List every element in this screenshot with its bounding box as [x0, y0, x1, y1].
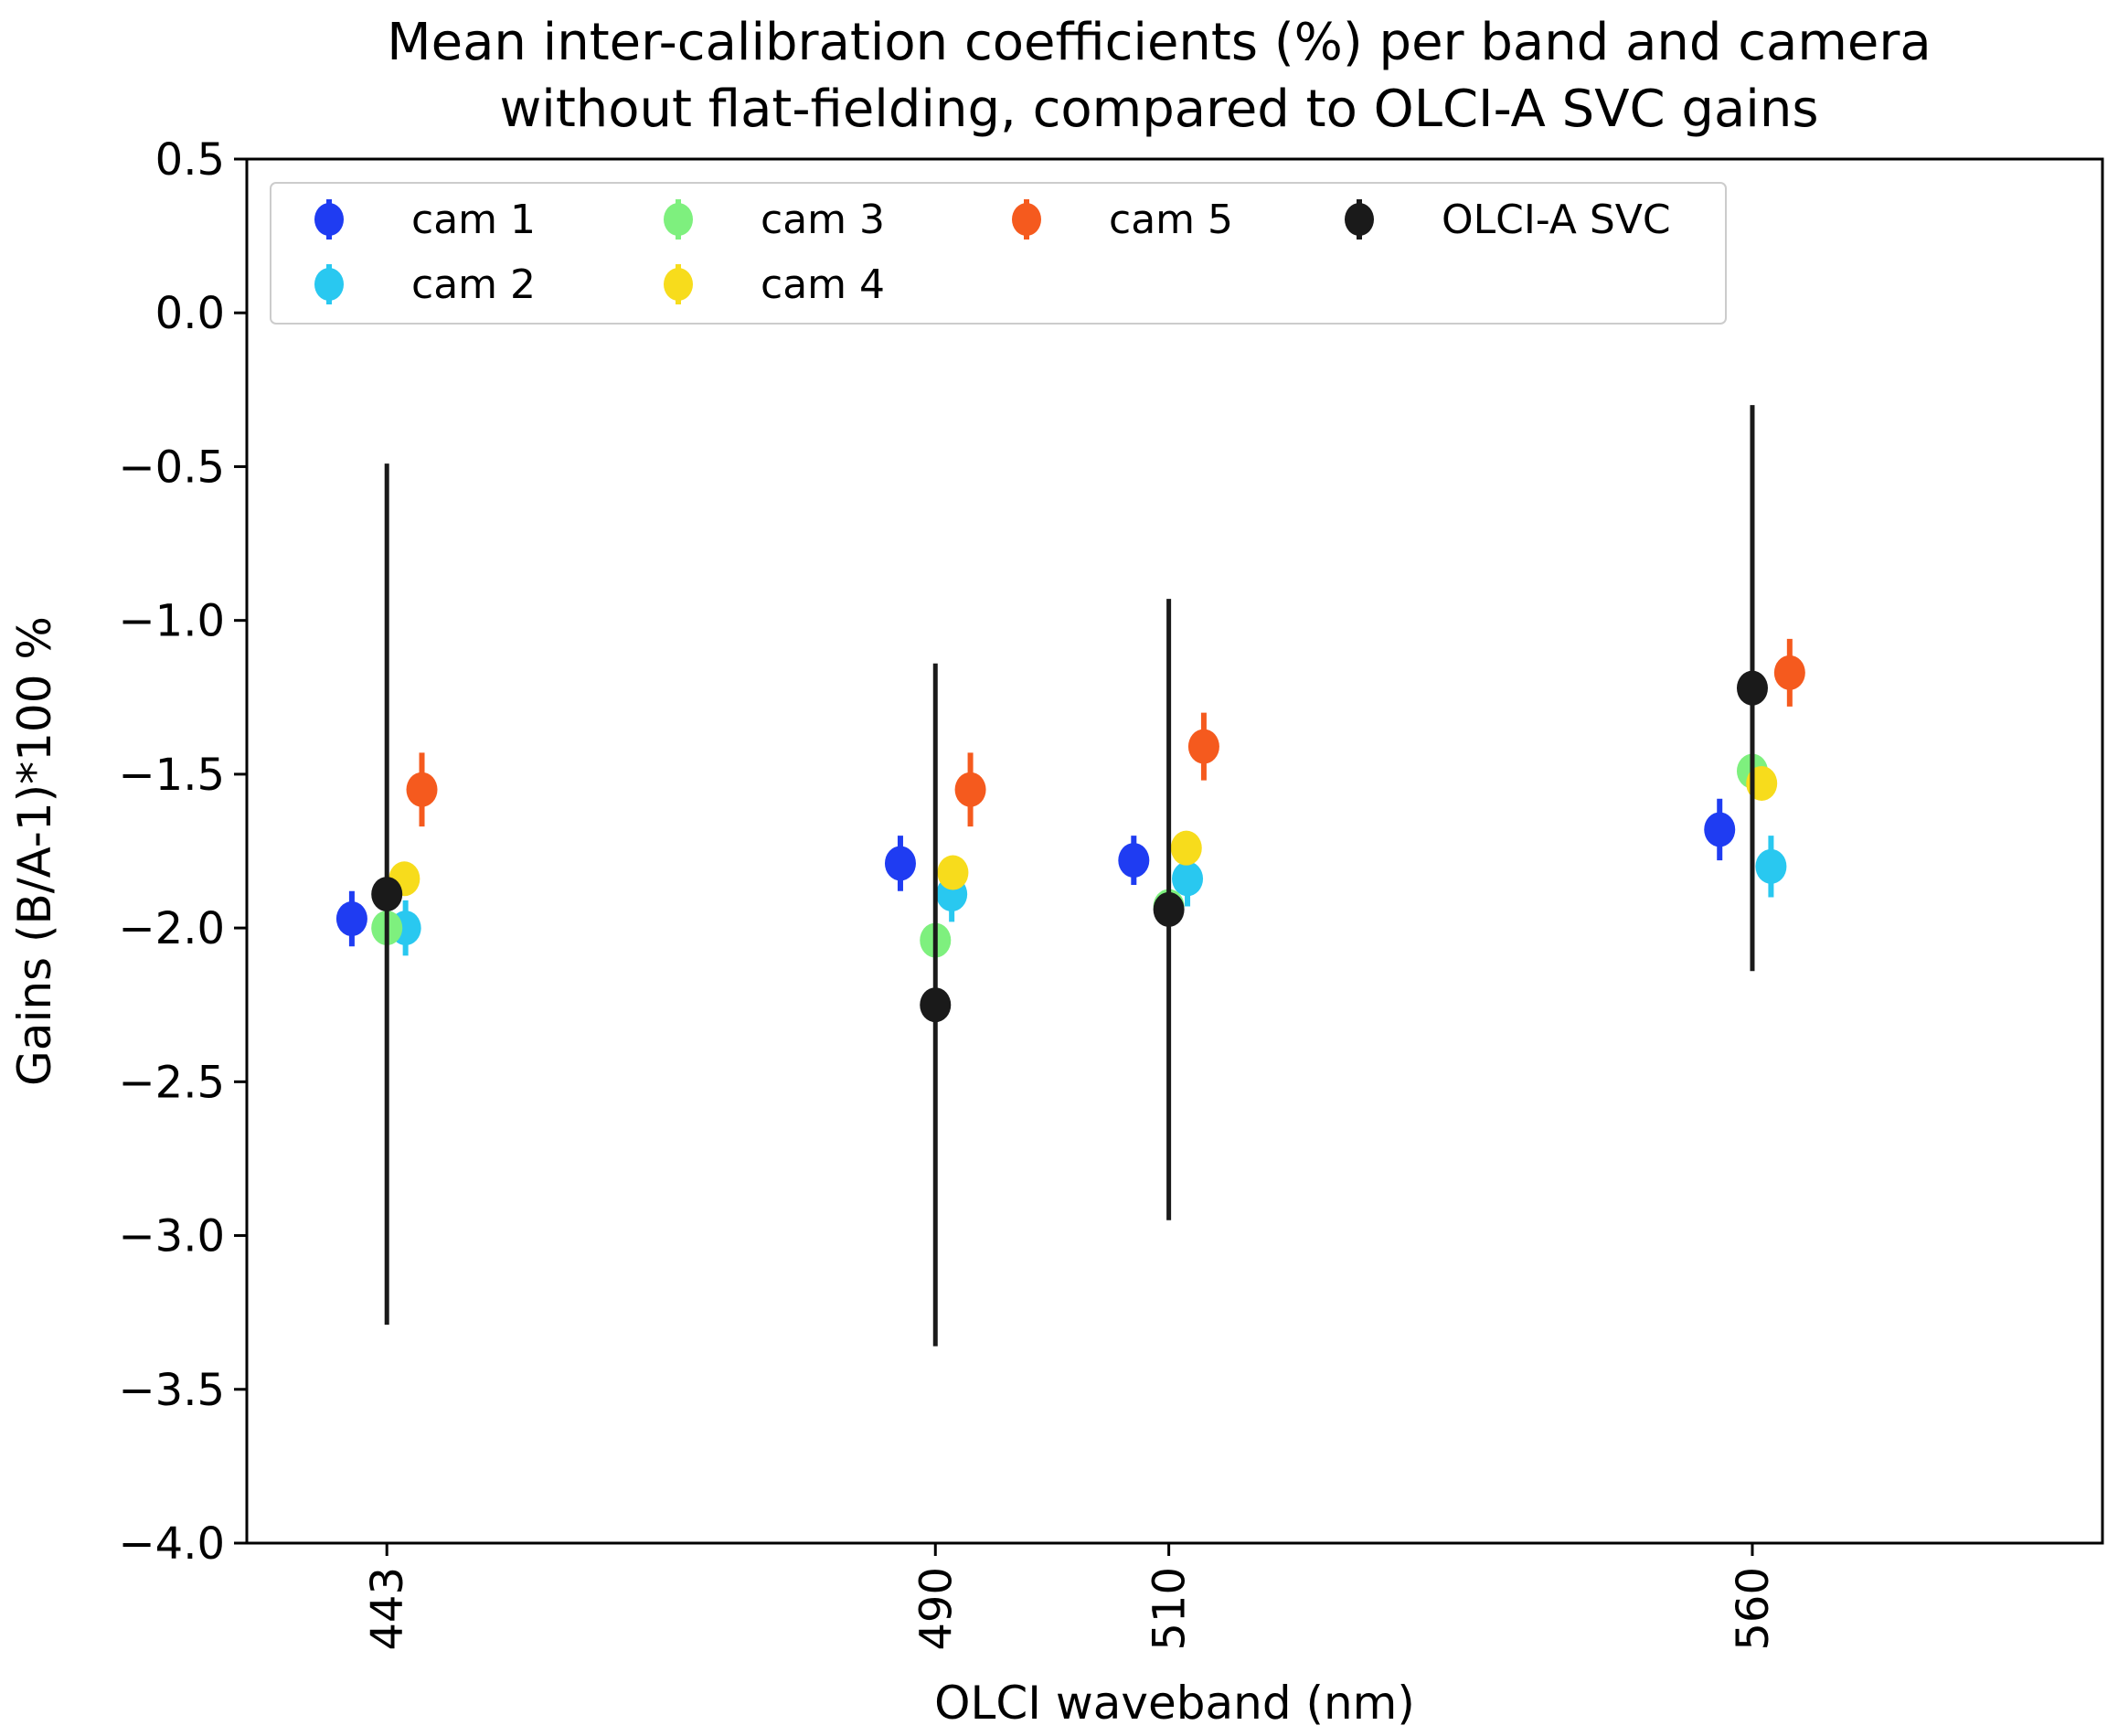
y-tick-label: −2.0 [118, 903, 225, 954]
x-tick-label: 443 [362, 1567, 413, 1651]
data-point [937, 855, 969, 890]
y-axis-label: Gains (B/A-1)*100 % [8, 616, 61, 1086]
legend-label: cam 4 [761, 261, 885, 308]
legend-label: cam 2 [411, 261, 536, 308]
x-axis: 443 490 510 560 [362, 1543, 1779, 1651]
x-axis-label: OLCI waveband (nm) [934, 1677, 1415, 1730]
data-point [1704, 812, 1736, 847]
chart-title: Mean inter-calibration coefficients (%) … [387, 13, 1931, 139]
y-tick-label: −1.0 [118, 596, 225, 647]
data-point [1736, 670, 1768, 706]
data-point [335, 901, 367, 937]
legend: cam 1 cam 2 cam 3 cam 4 cam 5 OLCI-A SVC [270, 182, 1727, 325]
x-tick-label: 490 [910, 1567, 962, 1651]
legend-marker [314, 203, 344, 236]
legend-label: cam 1 [411, 197, 536, 243]
data-point [1773, 655, 1805, 690]
y-axis: 0.5 0.0 −0.5 −1.0 −1.5 −2.0 −2.5 −3.0 −3.5 −4.0 [118, 134, 247, 1570]
y-tick-label: 0.5 [155, 134, 225, 186]
series-olci-a-svc [371, 405, 1768, 1347]
legend-marker [664, 203, 693, 236]
legend-label: OLCI-A SVC [1442, 197, 1671, 243]
legend-label: cam 5 [1109, 197, 1233, 243]
series-cam-4 [388, 765, 1778, 897]
data-point [884, 846, 916, 881]
data-series [335, 405, 1805, 1347]
x-tick-label: 560 [1728, 1567, 1779, 1651]
series-cam-5 [406, 638, 1805, 827]
chart-title-line-1: Mean inter-calibration coefficients (%) … [387, 13, 1931, 72]
x-tick-label: 510 [1144, 1567, 1196, 1651]
y-tick-label: −4.0 [118, 1518, 225, 1570]
y-tick-label: 0.0 [155, 288, 225, 339]
series-cam-2 [389, 836, 1787, 956]
data-point [1170, 830, 1202, 866]
data-point [1172, 861, 1204, 897]
data-point [1153, 891, 1185, 927]
y-tick-label: −1.5 [118, 750, 225, 801]
data-point [371, 877, 403, 912]
data-point [1755, 848, 1787, 884]
series-cam-1 [335, 798, 1736, 947]
data-point [954, 772, 986, 807]
data-point [920, 987, 952, 1023]
series-cam-3 [371, 753, 1768, 958]
legend-marker [1345, 203, 1374, 236]
chart-title-line-2: without flat-fielding, compared to OLCI-… [499, 80, 1818, 139]
data-point [1118, 843, 1150, 879]
data-point [1187, 729, 1219, 764]
legend-marker [1012, 203, 1041, 236]
legend-label: cam 3 [761, 197, 885, 243]
data-point [406, 772, 438, 807]
y-tick-label: −2.5 [118, 1057, 225, 1108]
legend-marker [664, 268, 693, 301]
y-tick-label: −3.0 [118, 1211, 225, 1262]
plot-area [245, 157, 2104, 1545]
legend-marker [314, 268, 344, 301]
y-tick-label: −3.5 [118, 1365, 225, 1416]
y-tick-label: −0.5 [118, 442, 225, 493]
